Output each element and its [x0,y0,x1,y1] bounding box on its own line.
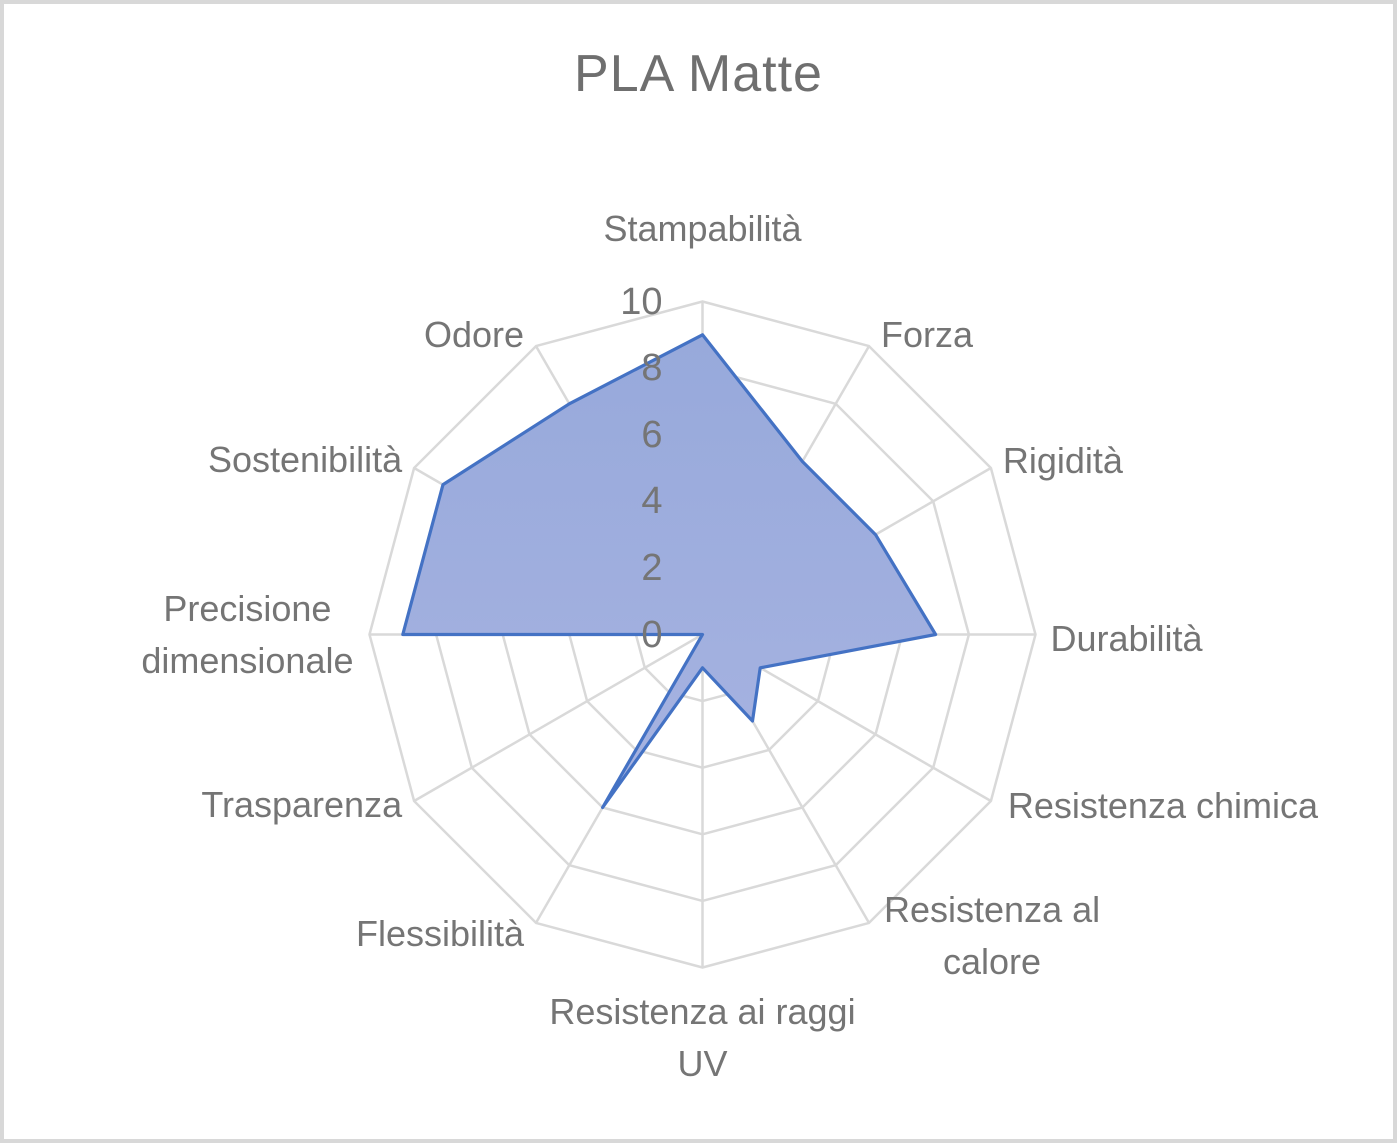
axis-label-sostenibilita: Sostenibilità [207,438,403,480]
axis-label-resistenza-al-calore: Resistenza al calore [884,888,1101,982]
axis-label-odore: Odore [423,314,524,356]
axis-label-forza: Forza [881,314,974,356]
axis-label-flessibilita: Flessibilità [355,912,524,954]
tick-label-8: 8 [641,347,663,390]
axis-label-resistenza-chimica: Resistenza chimica [1007,784,1318,826]
axis-label-stampabilita: Stampabilità [603,207,802,249]
chart-title: PLA Matte [574,45,823,103]
tick-label-0: 0 [641,613,663,656]
tick-label-6: 6 [641,413,663,456]
axis-label-durabilita: Durabilità [1050,617,1203,659]
tick-label-2: 2 [641,546,663,589]
radar-plot [368,300,1037,969]
axis-label-trasparenza: Trasparenza [201,783,403,825]
axis-label-precisione-dimensionale: Precisione dimensionale [141,587,354,681]
axis-label-resistenza-ai-raggi-uv: Resistenza ai raggi UV [549,990,856,1084]
radar-series-area [401,333,938,810]
tick-label-10: 10 [620,280,663,323]
axis-label-rigidita: Rigidità [1002,439,1123,481]
tick-label-4: 4 [641,480,663,523]
